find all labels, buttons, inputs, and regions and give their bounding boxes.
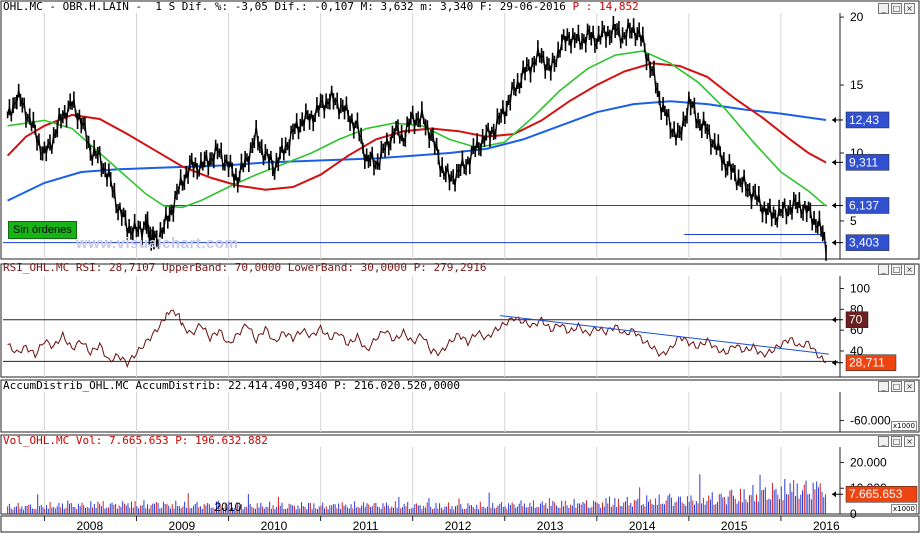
rsi-maximize-button[interactable]: □ xyxy=(891,264,902,275)
price-marker-arrowhead xyxy=(832,159,836,166)
vol-frame xyxy=(0,434,920,515)
rsi-frame xyxy=(0,263,920,378)
accum-y-tick-label: -60.000 xyxy=(850,414,891,428)
x-axis-label: 2010 xyxy=(261,519,288,533)
accum-close-button[interactable]: × xyxy=(904,381,915,392)
volume-maximize-button[interactable]: □ xyxy=(891,436,902,447)
price-header-text: OHL.MC - OBR.H.LAIN - 1 S Dif. %: -3,05 … xyxy=(3,0,573,13)
orders-status-badge[interactable]: Sin órdenes xyxy=(8,221,77,239)
rsi-marker-box xyxy=(845,311,869,328)
price-panel[interactable] xyxy=(3,15,827,261)
volume-header-text: Vol_OHL.MC Vol: 7.665.653 xyxy=(3,434,176,447)
accum-maximize-button[interactable]: □ xyxy=(891,381,902,392)
volume-marker-box xyxy=(845,485,918,503)
price-marker-arrowhead xyxy=(832,239,836,246)
price-minimize-button[interactable]: _ xyxy=(878,3,889,14)
price-header-p: P : 14,852 xyxy=(572,0,639,13)
price-marker-box xyxy=(845,154,890,171)
x-axis-label: 2008 xyxy=(76,519,103,533)
rsi-marker-arrowhead xyxy=(832,359,836,366)
volume-close-button[interactable]: × xyxy=(904,436,915,447)
rsi-y-tick-label: 100 xyxy=(850,281,870,295)
volume-header: Vol_OHL.MC Vol: 7.665.653 P: 196.632.882 xyxy=(3,434,268,447)
rsi-marker-box xyxy=(845,354,897,371)
price-marker-box xyxy=(845,197,890,214)
x-axis-inner-label: 2010 xyxy=(215,500,242,514)
rsi-marker-label: 70 xyxy=(849,313,863,327)
x-axis-label: 2015 xyxy=(721,519,748,533)
price-y-tick-label: 15 xyxy=(850,78,864,92)
price-header: OHL.MC - OBR.H.LAIN - 1 S Dif. %: -3,05 … xyxy=(3,0,639,13)
axis-layer: 2015105100806040-60.00020.00010.000012,4… xyxy=(43,10,918,533)
rsi-marker-label: 28,711 xyxy=(849,356,885,370)
price-marker-label: 12,43 xyxy=(849,113,879,127)
rsi-marker-arrowhead xyxy=(832,316,836,323)
price-marker-label: 3,403 xyxy=(849,236,879,250)
rsi-y-tick-label: 40 xyxy=(850,344,864,358)
ma-red-line xyxy=(6,62,827,191)
volume-unit-label: x1000 xyxy=(891,504,917,514)
x-axis-label: 2009 xyxy=(169,519,196,533)
rsi-minimize-button[interactable]: _ xyxy=(878,264,889,275)
accum-unit-label: x1000 xyxy=(891,421,917,431)
x-axis-label: 2013 xyxy=(537,519,564,533)
rsi-line xyxy=(7,309,827,368)
accum-minimize-button[interactable]: _ xyxy=(878,381,889,392)
rsi-trendline xyxy=(500,315,829,355)
price-marker-arrowhead xyxy=(832,202,836,209)
rsi-panel[interactable] xyxy=(3,309,838,368)
price-marker-box xyxy=(845,111,890,129)
volume-marker-arrowhead xyxy=(832,491,836,498)
price-frame xyxy=(0,0,920,260)
price-close-button[interactable]: × xyxy=(904,3,915,14)
price-close-line xyxy=(6,22,827,253)
price-y-tick-label: 5 xyxy=(850,214,857,228)
price-marker-box xyxy=(845,234,890,251)
accum-header: AccumDistrib_OHL.MC AccumDistrib: 22.414… xyxy=(3,379,460,392)
x-axis-label: 2014 xyxy=(629,519,656,533)
volume-y-tick-label: 20.000 xyxy=(850,455,887,469)
volume-panel[interactable] xyxy=(7,474,827,514)
ma-blue-line xyxy=(7,100,827,202)
x-axis-label: 2012 xyxy=(445,519,472,533)
price-marker-label: 6,137 xyxy=(849,198,879,212)
rsi-header: RSI_OHL.MC RSI: 28,7107 UpperBand: 70,00… xyxy=(3,261,487,274)
price-marker-arrowhead xyxy=(832,116,836,123)
volume-header-p: P: 196.632.882 xyxy=(175,434,268,447)
x-axis-label: 2016 xyxy=(813,519,840,533)
accum-frame xyxy=(0,379,920,433)
watermark: www.visualchart.com xyxy=(76,235,239,252)
x-axis-label: 2011 xyxy=(353,519,379,533)
price-y-tick-label: 20 xyxy=(850,10,864,24)
volume-y-tick-label: 0 xyxy=(850,507,857,521)
price-marker-label: 9,311 xyxy=(849,155,878,169)
volume-marker-label: 7.665.653 xyxy=(849,487,903,501)
rsi-close-button[interactable]: × xyxy=(904,264,915,275)
price-maximize-button[interactable]: □ xyxy=(891,3,902,14)
x-axis-strip xyxy=(0,515,920,533)
volume-minimize-button[interactable]: _ xyxy=(878,436,889,447)
